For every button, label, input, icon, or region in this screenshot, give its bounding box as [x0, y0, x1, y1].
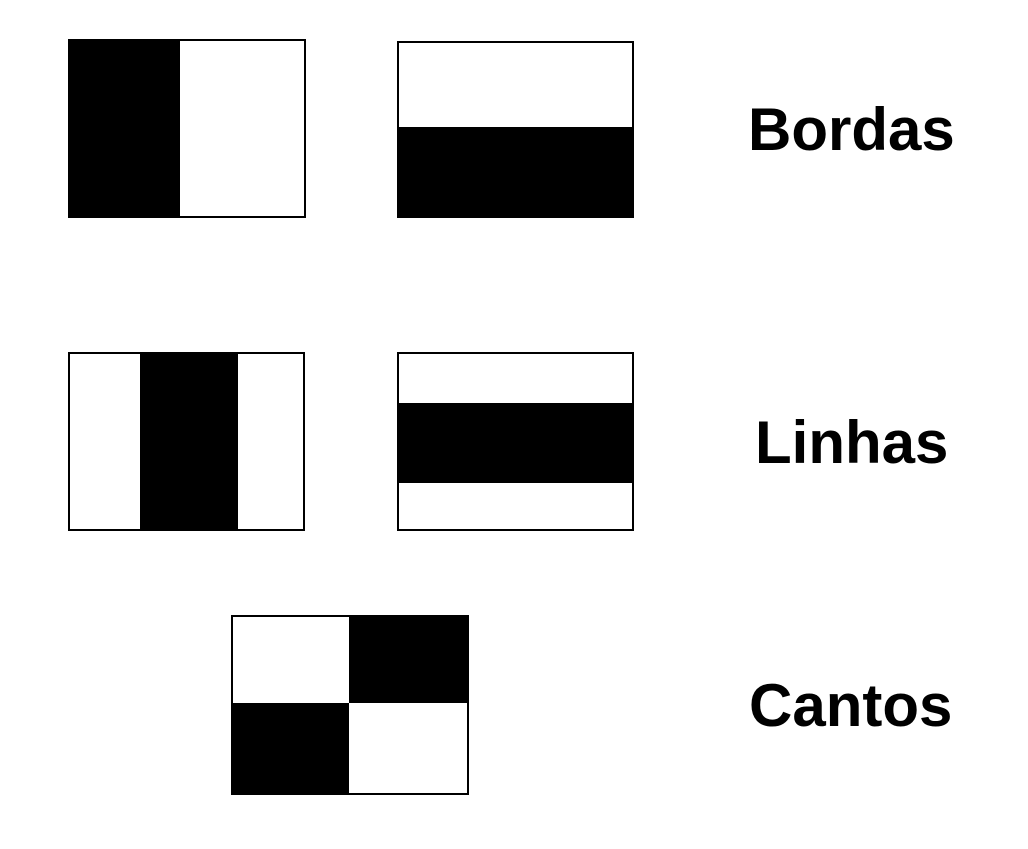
line-feature-vertical-dark-band: [140, 354, 238, 529]
edge-feature-horizontal: [397, 41, 634, 218]
edge-feature-vertical: [68, 39, 306, 218]
corner-feature-bottom-left-dark: [233, 703, 349, 793]
line-feature-horizontal: [397, 352, 634, 531]
label-edges: Bordas: [748, 96, 955, 163]
label-corners: Cantos: [749, 672, 953, 739]
edge-feature-horizontal-dark-half: [399, 127, 632, 216]
line-feature-horizontal-dark-band: [399, 403, 632, 483]
corner-feature-top-right-dark: [349, 617, 467, 703]
edge-feature-vertical-dark-half: [70, 41, 180, 216]
line-feature-vertical: [68, 352, 305, 531]
corner-feature-checker: [231, 615, 469, 795]
label-lines: Linhas: [755, 409, 949, 476]
